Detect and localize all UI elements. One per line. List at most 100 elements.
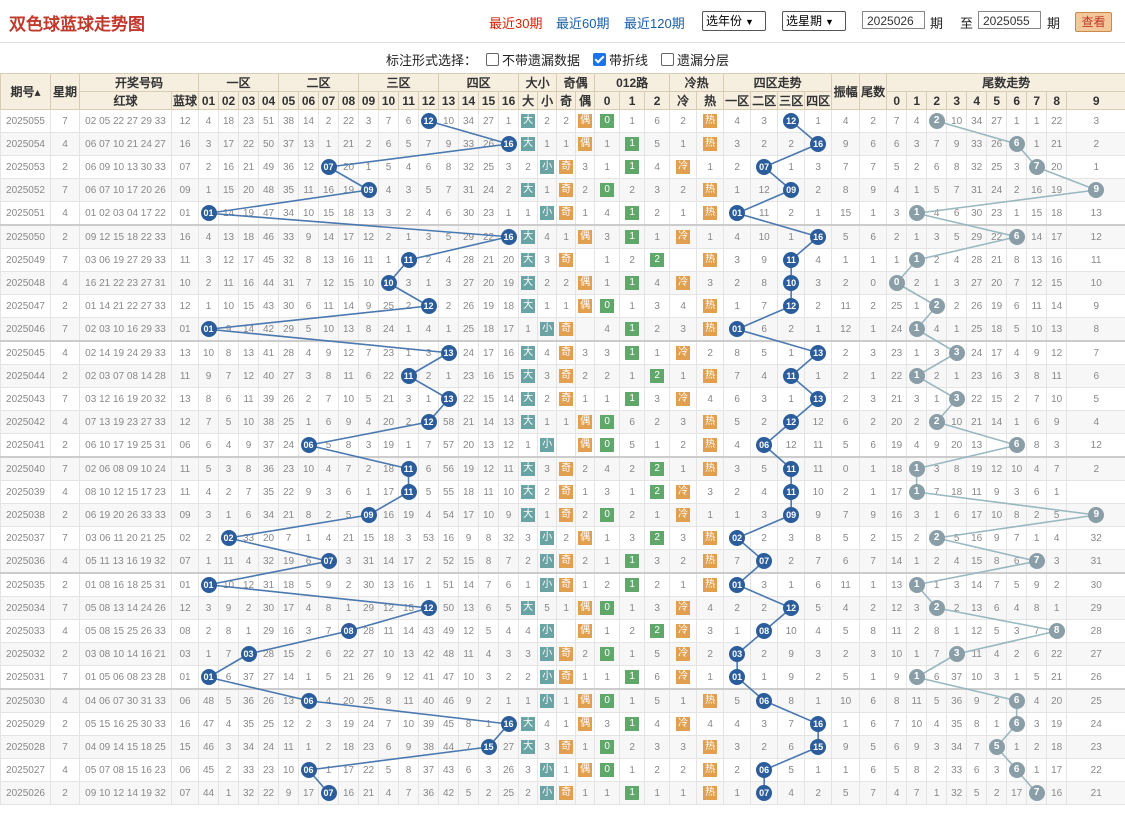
size-tag: 大 [521,137,536,151]
checkbox-checked-icon[interactable] [593,53,606,66]
tailtrend-cell: 2 [906,271,928,295]
tailtrend-cell: 2 [926,410,948,434]
parity-cell: 1 [556,294,577,318]
to-issue-input[interactable]: 2025055 [978,11,1041,29]
table-row: 2025043 7 03 12 16 19 20 32 13 8 6 11 39 26 2 7 10 5… [0,387,1125,411]
tailtrend-cell: 17 [1046,758,1068,782]
from-issue-input[interactable]: 2025026 [862,11,925,29]
number-cell: 6 [238,503,260,527]
zonetrend-cell: 3 [750,387,779,411]
tailtrend-cell: 23 [1066,735,1125,759]
route-cell: 0 [594,688,621,713]
coldhot-cell: 4 [696,712,725,736]
tailtrend-cell: 7 [1026,549,1048,574]
coldhot-cell: 2 [696,340,725,365]
number-cell: 2 [398,201,420,226]
num-header: 05 [278,91,300,110]
tailtrend-cell: 6 [1006,294,1028,318]
week-cell: 2 [50,155,80,179]
year-select[interactable]: 选年份 ▼ [702,11,766,31]
tailtrend-cell: 22 [986,224,1008,249]
number-cell: 55 [438,480,460,504]
option-with-line[interactable]: 带折线 [593,50,648,69]
checkbox-icon[interactable] [486,53,499,66]
option-no-miss[interactable]: 不带遗漏数据 [486,50,580,69]
tailtrend-cell: 1 [1026,132,1048,156]
week-cell: 2 [50,224,80,249]
parity-cell: 1 [575,387,596,411]
tailtrend-cell: 9 [946,132,968,156]
tailtrend-cell: 7 [1006,271,1028,295]
coldhot-header: 冷热 [669,73,725,92]
query-button[interactable]: 查看 [1075,12,1112,32]
tailtrend-cell: 2 [926,526,948,550]
option-label: 标注形式选择： [386,53,478,68]
zonetrend-cell: 5 [723,688,752,713]
link-recent-30[interactable]: 最近30期 [489,16,543,31]
num-header: 08 [338,91,360,110]
size-cell: 2 [537,480,558,504]
table-row: 2025039 4 08 10 12 15 17 23 11 4 2 7 35 22 9 3 6 1 17… [0,480,1125,504]
number-cell: 11 [278,735,300,759]
tailtrend-cell: 1 [1006,735,1028,759]
tailtrend-cell: 26 [986,132,1008,156]
issue-header[interactable]: 期号▴ [0,73,51,110]
number-cell: 22 [258,781,280,805]
checkbox-icon[interactable] [661,53,674,66]
number-cell: 16 [498,224,520,249]
link-recent-120[interactable]: 最近120期 [624,16,685,31]
zonetrend-cell: 01 [723,572,752,597]
week-select[interactable]: 选星期 ▼ [782,11,846,31]
table-row: 2025047 2 01 14 21 22 27 33 12 1 10 15 43 30 6 11 1… [0,294,1125,318]
tailtrend-cell: 7 [886,109,908,133]
tailtrend-cell: 7 [926,480,948,504]
zonetrend-cell: 4 [723,712,752,736]
number-cell: 49 [438,619,460,643]
from-label: 期 [930,16,944,31]
tailtrend-cell: 27 [1066,642,1125,666]
number-cell: 1 [318,132,340,156]
tail-cell: 2 [859,596,888,620]
tailtrend-cell: 8 [1006,503,1028,527]
size-cell: 小 [537,642,558,666]
tailtrend-cell: 6 [1006,224,1028,249]
tail-ball-marker: 3 [948,345,965,361]
tailtrend-cell: 17 [886,480,908,504]
route-cell: 1 [644,503,671,527]
coldhot-cell: 热 [696,781,725,805]
number-cell: 40 [258,364,280,388]
coldhot-cell: 冷 [669,480,698,504]
page-title: 双色球蓝球走势图 [9,15,145,34]
link-recent-60[interactable]: 最近60期 [556,16,610,31]
route-tag: 1 [625,717,640,731]
option-layered[interactable]: 遗漏分层 [661,50,729,69]
coldhot-cell: 热 [696,132,725,156]
tailtrend-cell: 3 [926,735,948,759]
number-cell: 8 [358,317,380,342]
table-row: 2025050 2 09 12 15 18 22 33 16 4 13 18 46 33 9 14 1… [0,224,1125,249]
number-cell: 32 [278,248,300,272]
blue-ball-cell: 09 [170,178,200,202]
number-cell: 46 [198,735,220,759]
blue-ball-marker: 07 [320,553,337,569]
table-row: 2025029 2 05 15 16 25 30 33 16 47 4 35 25 12 2 3 19… [0,712,1125,736]
number-cell: 6 [198,433,220,458]
number-cell: 4 [418,201,440,226]
week-cell: 2 [50,572,80,597]
tailtrend-cell: 2 [926,758,948,782]
number-cell: 3 [478,665,500,690]
num-header: 14 [458,91,480,110]
number-cell: 18 [238,224,260,249]
week-cell: 7 [50,248,80,272]
tailtrend-cell: 22 [966,387,988,411]
table-row: 2025045 4 02 14 19 24 29 33 13 10 8 13 41 28 4 9 12… [0,340,1125,365]
number-cell: 06 [298,433,320,458]
parity-cell: 奇 [556,503,577,527]
coldhot-cell: 1 [669,688,698,713]
size-cell: 1 [537,503,558,527]
parity-cell: 偶 [575,596,596,620]
tailtrend-cell: 1 [906,549,928,574]
tailtrend-cell: 1 [946,317,968,342]
issue-cell: 2025027 [0,758,51,782]
tailtrend-cell: 11 [966,642,988,666]
